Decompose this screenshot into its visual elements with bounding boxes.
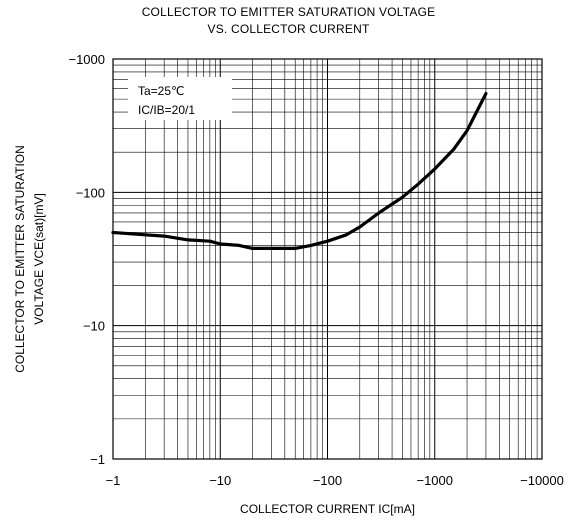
legend-box	[128, 77, 232, 120]
grid	[113, 59, 542, 459]
plot-frame	[112, 58, 543, 460]
legend: Ta=25℃ IC/IB=20/1	[128, 77, 232, 120]
x-tick-label: −10000	[520, 473, 564, 488]
x-tick-label: −100	[313, 473, 342, 488]
chart-title-line-2: VS. COLLECTOR CURRENT	[207, 22, 370, 36]
x-tick-label: −1000	[416, 473, 453, 488]
y-tick-label: −1	[90, 452, 105, 467]
series-line	[111, 92, 488, 250]
legend-annotation-temperature: Ta=25℃	[138, 84, 185, 98]
y-tick-label: −100	[76, 185, 105, 200]
chart-title-line-1: COLLECTOR TO EMITTER SATURATION VOLTAGE	[141, 5, 436, 19]
y-tick-label: −10	[83, 319, 105, 334]
x-tick-label: −10	[209, 473, 231, 488]
y-axis-label-line-2: VOLTAGE VCE(sat)[mV]	[32, 193, 46, 325]
series-layer	[111, 92, 488, 250]
x-tick-label: −1	[106, 473, 121, 488]
y-tick-label: −1000	[68, 52, 105, 67]
legend-annotation-ratio: IC/IB=20/1	[138, 103, 195, 117]
tick-labels: −1 −10 −100 −1000 −10000 −1000 −100 −10 −1	[68, 52, 563, 488]
y-axis-label-line-1: COLLECTOR TO EMITTER SATURATION	[13, 145, 27, 373]
x-axis-label: COLLECTOR CURRENT IC[mA]	[240, 502, 415, 516]
